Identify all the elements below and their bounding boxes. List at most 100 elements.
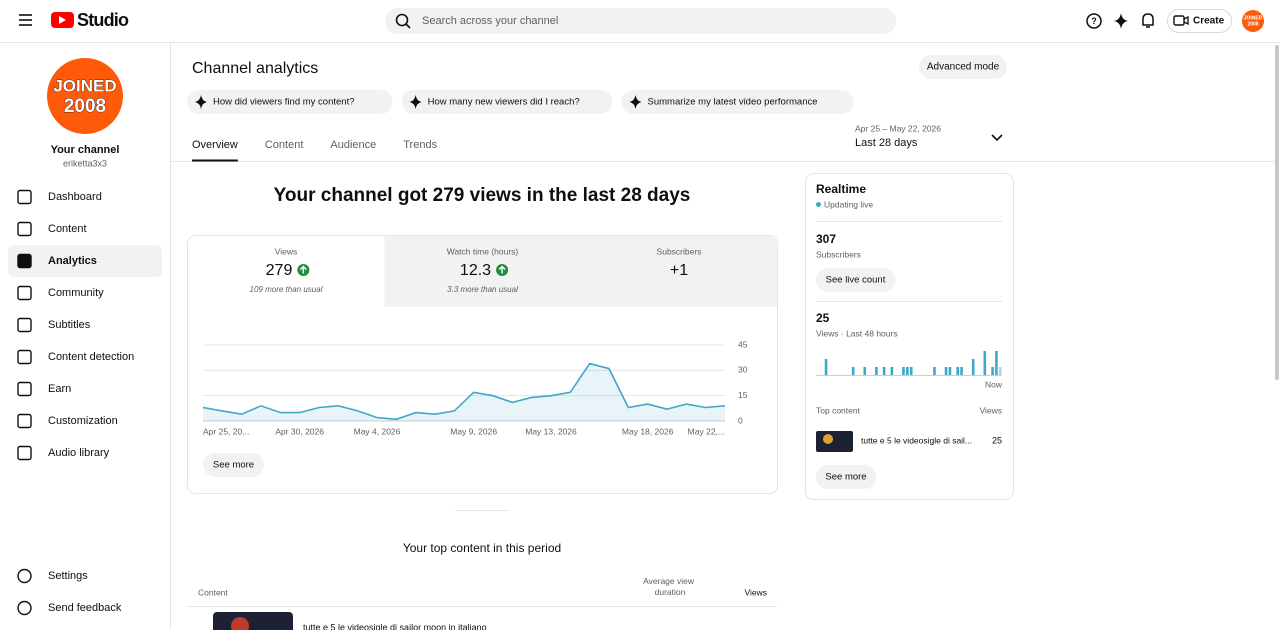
column-header: Views — [744, 587, 767, 597]
nav-icon — [17, 317, 32, 333]
video-views: 25 — [992, 435, 1002, 445]
realtime-views: 25 — [816, 311, 830, 325]
period-dropdown[interactable] — [991, 134, 1003, 142]
realtime-bar — [999, 367, 1002, 375]
tab-underline — [192, 159, 238, 162]
nav-icon — [17, 568, 32, 584]
period: Last 28 days — [855, 137, 918, 149]
create-label: Create — [1193, 16, 1225, 27]
channel-handle: eriketta3x3 — [63, 158, 107, 168]
nav-item[interactable]: Customization — [48, 415, 118, 427]
ask-button[interactable] — [1114, 13, 1128, 29]
x-tick-label: May 18, 2026 — [622, 426, 674, 436]
channel-title: Your channel — [51, 144, 120, 156]
sparkle-icon — [629, 95, 642, 109]
metric-label: Views — [275, 246, 298, 256]
subscriber-label: Subscribers — [816, 249, 861, 259]
video-title[interactable]: tutte e 5 le videosigle di sail... — [861, 435, 972, 445]
svg-text:?: ? — [1091, 16, 1097, 26]
menu-button[interactable] — [19, 14, 32, 26]
tab[interactable]: Overview — [192, 139, 238, 151]
video-title[interactable]: tutte e 5 le videosigle di sailor moon i… — [303, 622, 487, 630]
nav-icon — [17, 189, 32, 205]
tab[interactable]: Trends — [403, 139, 437, 151]
realtime-bar — [948, 367, 952, 375]
thumbnail-art — [231, 617, 249, 630]
realtime-bar — [991, 367, 994, 375]
x-tick-label: May 13, 2026 — [525, 426, 577, 436]
nav-item[interactable]: Settings — [48, 570, 88, 582]
realtime-bar — [824, 359, 828, 375]
logo[interactable]: Studio — [51, 10, 130, 30]
date-range: Apr 25 – May 22, 2026 — [855, 123, 941, 133]
top-content-title: Your top content in this period — [403, 541, 561, 555]
prompt-label: Summarize my latest video performance — [648, 97, 818, 108]
realtime-status: Updating live — [824, 199, 873, 209]
see-more-button[interactable]: See more — [203, 453, 264, 477]
avatar-text: JOINED — [1244, 15, 1263, 21]
realtime-bar — [863, 367, 867, 375]
x-tick-label: May 9, 2026 — [450, 426, 497, 436]
button-label: See more — [825, 472, 866, 483]
nav-item[interactable]: Content detection — [48, 351, 134, 363]
prompt-chip[interactable] — [401, 90, 613, 114]
nav-icon — [17, 253, 32, 269]
avatar-text: 2008 — [64, 96, 106, 117]
realtime-bar — [851, 367, 855, 375]
realtime-bar — [909, 367, 913, 375]
trend-arrow — [299, 265, 307, 274]
column-header: Average view duration — [643, 576, 695, 597]
realtime-bar — [983, 351, 987, 375]
create-button[interactable]: Create — [1167, 9, 1232, 33]
views-column: Views — [979, 405, 1002, 415]
see-live-count-button[interactable]: See live count — [816, 268, 895, 292]
realtime-views-label: Views · Last 48 hours — [816, 328, 898, 338]
y-tick-label: 45 — [738, 339, 748, 349]
realtime-bar — [944, 367, 948, 375]
metric-value: +1 — [670, 262, 688, 279]
nav-item[interactable]: Content — [48, 223, 87, 235]
help-button[interactable]: ? — [1086, 13, 1102, 29]
nav-item[interactable]: Earn — [48, 383, 71, 395]
metric-note: 109 more than usual — [250, 285, 323, 294]
brand: Studio — [77, 10, 129, 30]
advanced-mode-button[interactable]: Advanced mode — [919, 55, 1007, 79]
y-tick-label: 30 — [738, 365, 748, 375]
nav-icon — [17, 221, 32, 237]
nav-icon — [17, 349, 32, 365]
nav-item[interactable]: Analytics — [48, 255, 97, 267]
button-label: Advanced mode — [927, 62, 1000, 73]
trend-arrow — [498, 265, 506, 274]
nav-item[interactable]: Dashboard — [48, 191, 102, 203]
account-avatar[interactable]: JOINED 2008 — [1242, 10, 1264, 32]
realtime-bar — [890, 367, 894, 375]
realtime-bar — [882, 367, 886, 375]
x-tick-label: May 22,... — [688, 426, 725, 436]
sparkle-icon — [195, 95, 207, 109]
nav-item[interactable]: Send feedback — [48, 602, 122, 614]
prompt-chip[interactable] — [621, 90, 854, 114]
nav-item[interactable]: Community — [48, 287, 104, 299]
video-thumbnail[interactable] — [213, 612, 293, 630]
y-tick-label: 0 — [738, 415, 743, 425]
metric-value: 12.3 — [460, 262, 491, 279]
thumbnail-art — [823, 434, 833, 444]
metric-cell — [384, 236, 581, 307]
nav-item[interactable]: Audio library — [48, 447, 110, 459]
prompt-chip[interactable] — [187, 90, 393, 114]
realtime-see-more-button[interactable]: See more — [816, 465, 876, 489]
realtime-bar — [875, 367, 878, 375]
line — [202, 362, 726, 421]
avatar-text: 2008 — [1247, 21, 1258, 27]
notifications-button[interactable] — [1142, 13, 1154, 28]
search-box[interactable] — [385, 8, 896, 34]
channel-avatar[interactable]: JOINED 2008 — [47, 58, 123, 134]
x-tick-label: Apr 30, 2026 — [275, 426, 324, 436]
video-thumbnail[interactable] — [816, 431, 853, 452]
tab[interactable]: Audience — [330, 139, 376, 151]
tab[interactable]: Content — [265, 139, 304, 151]
button-label: See more — [213, 460, 254, 471]
metric-value: 279 — [266, 262, 293, 279]
prompt-label: How many new viewers did I reach? — [428, 97, 580, 108]
nav-item[interactable]: Subtitles — [48, 319, 91, 331]
